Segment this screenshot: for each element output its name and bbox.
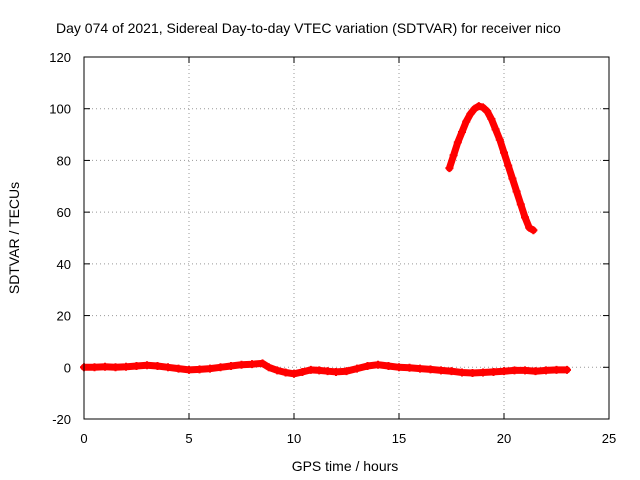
data-point	[298, 367, 307, 376]
x-tick-label: 0	[80, 431, 87, 446]
data-point	[248, 360, 256, 369]
y-tick-label: 20	[57, 309, 71, 324]
data-point	[495, 135, 504, 144]
data-point	[363, 361, 372, 370]
data-point	[195, 365, 204, 374]
data-point	[479, 368, 487, 377]
data-point	[437, 366, 445, 375]
data-point	[483, 107, 492, 116]
data-point	[122, 362, 130, 371]
series-line	[445, 102, 537, 234]
series-baseline	[80, 359, 571, 378]
x-tick-label: 5	[185, 431, 192, 446]
data-point	[458, 127, 466, 136]
x-axis-label: GPS time / hours	[292, 458, 399, 474]
data-point	[153, 361, 162, 370]
data-point	[237, 360, 246, 369]
data-point	[487, 115, 496, 124]
data-point	[101, 362, 109, 371]
y-tick-label: 100	[49, 102, 71, 117]
x-tick-label: 15	[392, 431, 406, 446]
data-point	[529, 226, 538, 235]
data-point	[132, 361, 141, 370]
data-point	[466, 109, 475, 118]
data-point	[426, 365, 435, 374]
plot-frame	[83, 56, 610, 420]
y-tick-label: 80	[57, 153, 71, 168]
data-point	[416, 364, 424, 373]
data-point	[281, 368, 290, 377]
data-point	[447, 367, 456, 376]
x-tick-label: 20	[497, 431, 511, 446]
data-point	[374, 360, 382, 369]
data-point	[500, 148, 508, 157]
data-point	[521, 213, 529, 222]
data-point	[516, 200, 525, 209]
data-point	[542, 366, 550, 375]
data-point	[462, 117, 471, 126]
data-point	[449, 151, 458, 160]
y-tick-label: 40	[57, 257, 71, 272]
data-point	[342, 367, 351, 376]
data-point	[500, 367, 508, 376]
data-point	[512, 187, 521, 196]
data-point	[504, 161, 513, 170]
data-point	[143, 361, 151, 370]
data-point	[453, 138, 462, 147]
data-point	[521, 366, 529, 375]
data-point	[174, 364, 183, 373]
data-point	[111, 363, 120, 372]
data-point	[458, 368, 466, 377]
data-point	[405, 363, 414, 372]
data-point	[258, 359, 267, 368]
grid	[84, 57, 609, 419]
data-point	[474, 102, 483, 111]
data-point	[206, 364, 214, 373]
data-point	[90, 363, 99, 372]
data-point	[552, 365, 561, 374]
data-point	[489, 367, 498, 376]
y-axis: -20 0 20 40 60 80 100 120	[49, 50, 609, 427]
data-point	[332, 367, 340, 376]
data-point	[273, 366, 282, 375]
data-series	[80, 102, 571, 378]
data-point	[508, 174, 517, 183]
x-axis: 0 5 10 15 20 25	[80, 57, 616, 446]
data-point	[525, 223, 534, 232]
data-point	[395, 363, 403, 372]
y-tick-label: -20	[52, 412, 71, 427]
x-tick-label: 10	[287, 431, 301, 446]
data-point	[468, 368, 477, 377]
y-tick-label: 60	[57, 205, 71, 220]
data-point	[290, 369, 298, 378]
data-point	[470, 104, 479, 113]
data-point	[384, 361, 393, 370]
data-point	[491, 125, 500, 134]
data-point	[227, 361, 235, 370]
data-point	[353, 364, 361, 373]
x-tick-label: 25	[602, 431, 616, 446]
data-point	[315, 366, 324, 375]
data-point	[306, 365, 315, 374]
data-point	[323, 367, 332, 376]
data-point	[185, 365, 193, 374]
series-peak	[445, 102, 538, 235]
data-point	[216, 363, 225, 372]
data-point	[264, 363, 273, 372]
data-point	[164, 363, 172, 372]
data-point	[510, 366, 519, 375]
data-point	[531, 367, 540, 376]
data-point	[445, 164, 454, 173]
chart-title: Day 074 of 2021, Sidereal Day-to-day VTE…	[56, 20, 561, 36]
y-tick-label: 0	[64, 360, 71, 375]
data-point	[563, 365, 571, 374]
data-point	[479, 103, 487, 112]
y-axis-label: SDTVAR / TECUs	[6, 182, 22, 294]
y-tick-label: 120	[49, 50, 71, 65]
